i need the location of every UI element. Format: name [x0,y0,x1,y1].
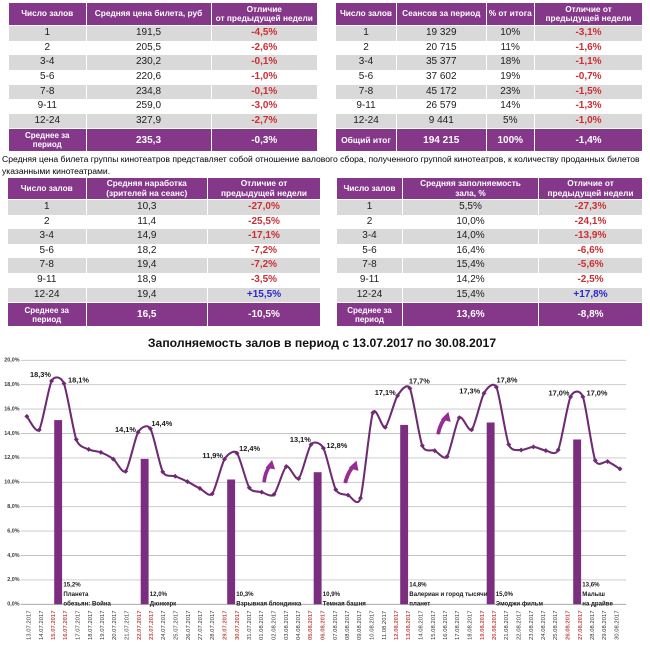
svg-text:04.08.2017: 04.08.2017 [296,611,302,640]
svg-text:23.08.2017: 23.08.2017 [529,611,535,640]
svg-text:13,6%: 13,6% [582,582,600,589]
svg-text:18,0%: 18,0% [4,382,19,388]
svg-text:24.07.2017: 24.07.2017 [161,611,167,640]
svg-text:25.07.2017: 25.07.2017 [174,611,180,640]
svg-text:20.07.2017: 20.07.2017 [112,611,118,640]
svg-text:11.08.2017: 11.08.2017 [382,611,388,640]
svg-text:24.08.2017: 24.08.2017 [541,611,547,640]
svg-text:27.07.2017: 27.07.2017 [198,611,204,640]
svg-text:22.07.2017: 22.07.2017 [137,610,143,640]
svg-text:Темная башня: Темная башня [323,601,366,608]
svg-text:планет: планет [409,601,430,608]
svg-text:18.08.2017: 18.08.2017 [468,611,474,640]
svg-text:16.08.2017: 16.08.2017 [443,611,449,640]
svg-text:23.07.2017: 23.07.2017 [149,610,155,640]
svg-text:8,0%: 8,0% [7,504,19,510]
svg-text:14,1%: 14,1% [115,425,136,434]
svg-text:12,4%: 12,4% [239,444,260,453]
svg-text:25.08.2017: 25.08.2017 [553,611,559,640]
svg-text:13.07.2017: 13.07.2017 [27,611,33,640]
svg-text:0,0%: 0,0% [7,602,19,608]
svg-text:10,3%: 10,3% [236,591,254,598]
svg-text:Взрывная блондинка: Взрывная блондинка [236,601,302,608]
svg-text:05.08.2017: 05.08.2017 [308,610,314,640]
svg-text:20.08.2017: 20.08.2017 [492,610,498,640]
svg-text:15,2%: 15,2% [63,582,81,589]
svg-text:17,1%: 17,1% [375,388,396,397]
svg-text:20,0%: 20,0% [4,358,19,364]
svg-text:10,0%: 10,0% [4,480,19,486]
svg-text:17,0%: 17,0% [549,389,570,398]
svg-text:08.08.2017: 08.08.2017 [345,611,351,640]
svg-text:17,0%: 17,0% [587,389,608,398]
svg-text:14.07.2017: 14.07.2017 [39,611,45,640]
svg-text:10.08.2017: 10.08.2017 [370,611,376,640]
svg-text:18,3%: 18,3% [30,370,51,379]
svg-text:14,4%: 14,4% [151,419,172,428]
svg-text:14,0%: 14,0% [4,431,19,437]
svg-text:01.08.2017: 01.08.2017 [259,611,265,640]
svg-text:19.08.2017: 19.08.2017 [480,610,486,640]
svg-text:Малыш: Малыш [582,591,605,598]
svg-text:15.07.2017: 15.07.2017 [51,610,57,640]
svg-text:Валериан и город тысячи: Валериан и город тысячи [409,591,487,598]
svg-text:Планета: Планета [63,591,89,598]
svg-text:03.08.2017: 03.08.2017 [284,611,290,640]
svg-text:12,0%: 12,0% [4,455,19,461]
svg-text:30.07.2017: 30.07.2017 [235,610,241,640]
svg-text:2,0%: 2,0% [7,577,19,583]
svg-text:18,1%: 18,1% [68,376,89,385]
svg-text:17,8%: 17,8% [497,376,518,385]
svg-text:28.07.2017: 28.07.2017 [210,611,216,640]
svg-text:14.08.2017: 14.08.2017 [419,611,425,640]
svg-text:12,8%: 12,8% [326,441,347,450]
svg-text:18.07.2017: 18.07.2017 [88,611,94,640]
svg-text:Эмоджи фильм: Эмоджи фильм [496,601,544,608]
svg-text:на драйве: на драйве [582,601,613,608]
svg-text:07.08.2017: 07.08.2017 [333,611,339,640]
svg-text:02.08.2017: 02.08.2017 [272,611,278,640]
svg-text:09.08.2017: 09.08.2017 [357,611,363,640]
svg-text:06.08.2017: 06.08.2017 [321,610,327,640]
svg-text:16,0%: 16,0% [4,406,19,412]
svg-text:10,9%: 10,9% [323,591,341,598]
svg-text:12,0%: 12,0% [150,591,168,598]
svg-text:13,1%: 13,1% [290,435,311,444]
svg-text:14,8%: 14,8% [409,582,427,589]
svg-text:17,3%: 17,3% [459,387,480,396]
svg-text:21.07.2017: 21.07.2017 [125,611,131,640]
svg-text:29.08.2017: 29.08.2017 [602,611,608,640]
svg-text:12.08.2017: 12.08.2017 [394,610,400,640]
svg-text:4,0%: 4,0% [7,553,19,559]
svg-text:обезьян: Война: обезьян: Война [63,601,111,608]
svg-text:17.08.2017: 17.08.2017 [455,611,461,640]
svg-text:15,0%: 15,0% [496,591,514,598]
svg-text:16.07.2017: 16.07.2017 [63,610,69,640]
svg-text:26.07.2017: 26.07.2017 [186,611,192,640]
svg-text:Дюнкерк: Дюнкерк [150,601,177,608]
svg-text:28.08.2017: 28.08.2017 [590,611,596,640]
svg-text:30.08.2017: 30.08.2017 [615,611,621,640]
svg-text:22.08.2017: 22.08.2017 [517,611,523,640]
svg-text:26.08.2017: 26.08.2017 [566,610,572,640]
svg-text:17,7%: 17,7% [409,377,430,386]
svg-text:Заполняемость залов в период с: Заполняемость залов в период с 13.07.201… [148,336,496,350]
svg-text:31.07.2017: 31.07.2017 [247,611,253,640]
svg-text:15.08.2017: 15.08.2017 [431,611,437,640]
svg-text:19.07.2017: 19.07.2017 [100,611,106,640]
svg-text:27.08.2017: 27.08.2017 [578,610,584,640]
svg-text:21.08.2017: 21.08.2017 [504,611,510,640]
svg-text:17.07.2017: 17.07.2017 [76,611,82,640]
svg-text:11,9%: 11,9% [202,451,223,460]
svg-text:6,0%: 6,0% [7,528,19,534]
svg-text:13.08.2017: 13.08.2017 [406,610,412,640]
svg-text:29.07.2017: 29.07.2017 [223,610,229,640]
